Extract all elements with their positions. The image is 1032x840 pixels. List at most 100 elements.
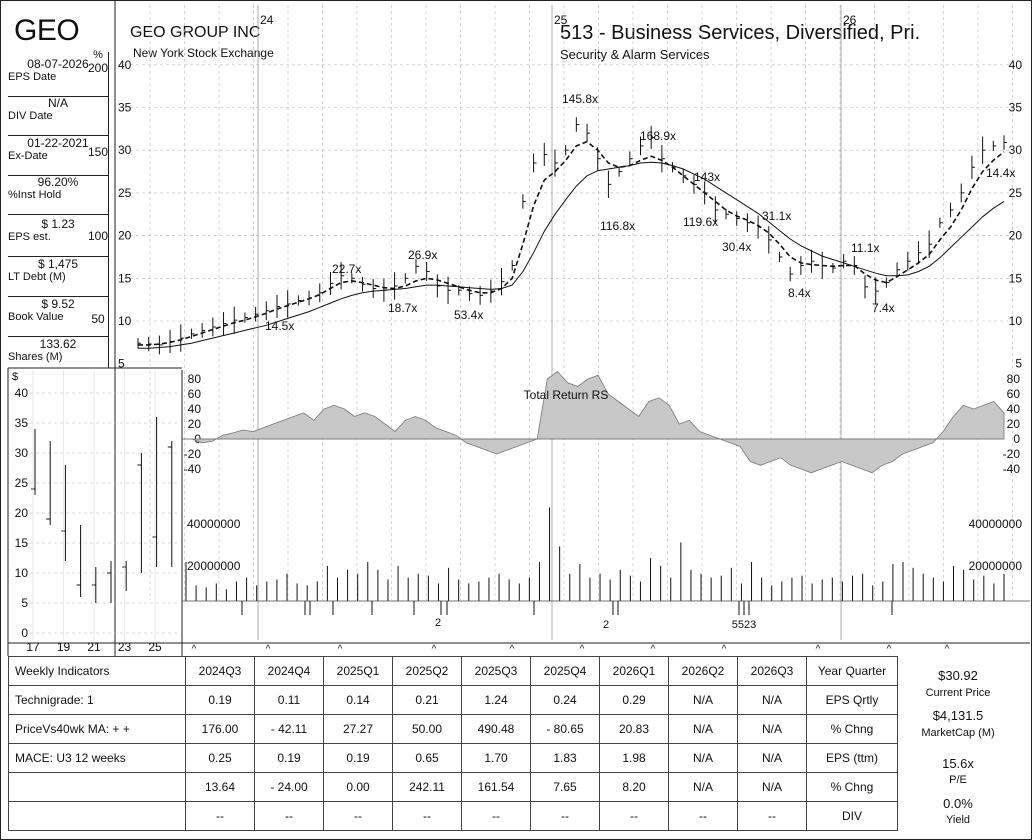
table-header: 2025Q4 xyxy=(530,656,600,686)
table-header: 2026Q3 xyxy=(737,656,807,686)
table-cell: 1.98 xyxy=(599,743,669,773)
y-tick-label-right: 30 xyxy=(1009,143,1023,157)
quarter-mark: 2 xyxy=(603,619,609,631)
weekly-indicators-table: Weekly Indicators 2024Q3 2024Q4 2025Q1 2… xyxy=(8,656,898,831)
info-label: DIV Date xyxy=(8,110,53,122)
inset-x-label: 25 xyxy=(148,640,162,654)
info-label: %Inst Hold xyxy=(8,189,62,201)
pct-tick-label: 200 xyxy=(88,61,108,75)
pe-annotation: 116.8x xyxy=(600,219,635,233)
market-cap: $4,131.5 xyxy=(932,708,984,723)
pe-annotation: 145.8x xyxy=(562,92,598,106)
inset-x-label: 17 xyxy=(26,640,40,654)
table-cell: 0.19 xyxy=(323,743,393,773)
info-value: 01-22-2021 xyxy=(27,136,89,150)
row-label: MACE: U3 12 weeks xyxy=(8,743,186,773)
rs-tick-label: 40 xyxy=(188,402,202,416)
rs-tick-label: 20 xyxy=(188,417,202,431)
pe-annotation: 119.6x xyxy=(683,215,718,229)
table-header: 2024Q3 xyxy=(185,656,255,686)
info-value: 08-07-2026 xyxy=(27,57,89,71)
table-cell: 0.21 xyxy=(392,685,462,715)
volume-tick-label-right: 20000000 xyxy=(969,559,1023,573)
table-cell: 20.83 xyxy=(599,714,669,744)
table-cell: -- xyxy=(737,801,807,831)
info-value: 96.20% xyxy=(37,175,79,189)
pe-annotation: 7.4x xyxy=(872,301,895,315)
inset-x-label: 19 xyxy=(57,640,71,654)
sub-industry-name: Security & Alarm Services xyxy=(560,47,710,62)
company-name: GEO GROUP INC xyxy=(130,24,261,41)
table-row: -- -- -- -- -- -- -- -- -- DIV xyxy=(8,801,898,831)
table-cell: 0.19 xyxy=(185,685,255,715)
short-ma-line xyxy=(138,140,1005,346)
table-cell: 0.19 xyxy=(254,743,324,773)
inset-tick-label: 5 xyxy=(21,596,28,610)
table-cell: N/A xyxy=(737,714,807,744)
inset-tick-label: 20 xyxy=(15,506,29,520)
table-cell: 13.64 xyxy=(185,772,255,802)
caret-marker: ^ xyxy=(945,644,950,655)
row-label xyxy=(8,772,186,802)
table-row: MACE: U3 12 weeks 0.25 0.19 0.19 0.65 1.70 1.8… xyxy=(8,743,898,773)
caret-marker: ^ xyxy=(510,644,515,655)
price-box: $30.92 Current Price $4,131.5 MarketCap … xyxy=(894,656,1022,832)
table-cell: 176.00 xyxy=(185,714,255,744)
table-cell: - 42.11 xyxy=(254,714,324,744)
rs-tick-label: 80 xyxy=(188,372,202,386)
rs-area xyxy=(182,370,1005,474)
y-tick-label: 30 xyxy=(118,143,132,157)
inset-unit-label: $ xyxy=(12,371,18,383)
rs-tick-label-right: 0 xyxy=(1013,432,1020,446)
info-item: 08-07-2026 EPS Date xyxy=(8,58,108,97)
table-cell: 1.83 xyxy=(530,743,600,773)
caret-marker: ^ xyxy=(887,644,892,655)
table-cell: 1.24 xyxy=(461,685,531,715)
volume-tick-label-right: 40000000 xyxy=(969,517,1023,531)
pe-annotation: 30.4x xyxy=(722,240,751,254)
table-cell: 0.14 xyxy=(323,685,393,715)
table-cell: - 80.65 xyxy=(530,714,600,744)
table-cell: -- xyxy=(599,801,669,831)
y-tick-label-right: 40 xyxy=(1009,58,1023,72)
year-label: 25 xyxy=(554,13,568,27)
info-value: $ 1,475 xyxy=(37,257,79,271)
y-tick-label-right: 15 xyxy=(1009,271,1023,285)
table-cell: -- xyxy=(668,801,738,831)
caret-marker: ^ xyxy=(432,644,437,655)
row-tag: DIV xyxy=(806,801,898,831)
long-ma-line xyxy=(138,161,1005,349)
year-label: 26 xyxy=(843,13,857,27)
table-cell: 8.20 xyxy=(599,772,669,802)
row-tag: EPS (ttm) xyxy=(806,743,898,773)
inset-x-label: 21 xyxy=(87,640,101,654)
quarter-mark: 2 xyxy=(435,617,441,629)
inset-x-label: 23 xyxy=(118,640,132,654)
y-tick-label: 40 xyxy=(118,58,132,72)
table-header: Weekly Indicators xyxy=(8,656,186,686)
info-value: N/A xyxy=(47,96,68,110)
table-cell: 0.00 xyxy=(323,772,393,802)
table-cell: 0.11 xyxy=(254,685,324,715)
table-cell: 0.29 xyxy=(599,685,669,715)
table-row: Technigrade: 1 0.19 0.11 0.14 0.21 1.24 0.24 0.… xyxy=(8,685,898,715)
year-label: 24 xyxy=(260,13,274,27)
inset-tick-label: 40 xyxy=(15,386,29,400)
info-label: Ex-Date xyxy=(8,150,48,162)
info-value: $ 1.23 xyxy=(41,217,75,231)
table-cell: 490.48 xyxy=(461,714,531,744)
table-cell: 27.27 xyxy=(323,714,393,744)
table-header-row: Weekly Indicators 2024Q3 2024Q4 2025Q1 2… xyxy=(8,656,898,686)
table-header: 2025Q3 xyxy=(461,656,531,686)
info-column xyxy=(8,52,109,368)
table-cell: 161.54 xyxy=(461,772,531,802)
inset-tick-label: 30 xyxy=(15,446,29,460)
y-tick-label: 20 xyxy=(118,229,132,243)
table-cell: 0.24 xyxy=(530,685,600,715)
y-tick-label-right: 10 xyxy=(1009,314,1023,328)
table-cell: N/A xyxy=(668,714,738,744)
table-row: PriceVs40wk MA: + +176.00- 42.11 27.27 50.… xyxy=(8,714,898,744)
table-header: 2025Q2 xyxy=(392,656,462,686)
table-header: 2024Q4 xyxy=(254,656,324,686)
yield: 0.0% xyxy=(943,796,973,811)
